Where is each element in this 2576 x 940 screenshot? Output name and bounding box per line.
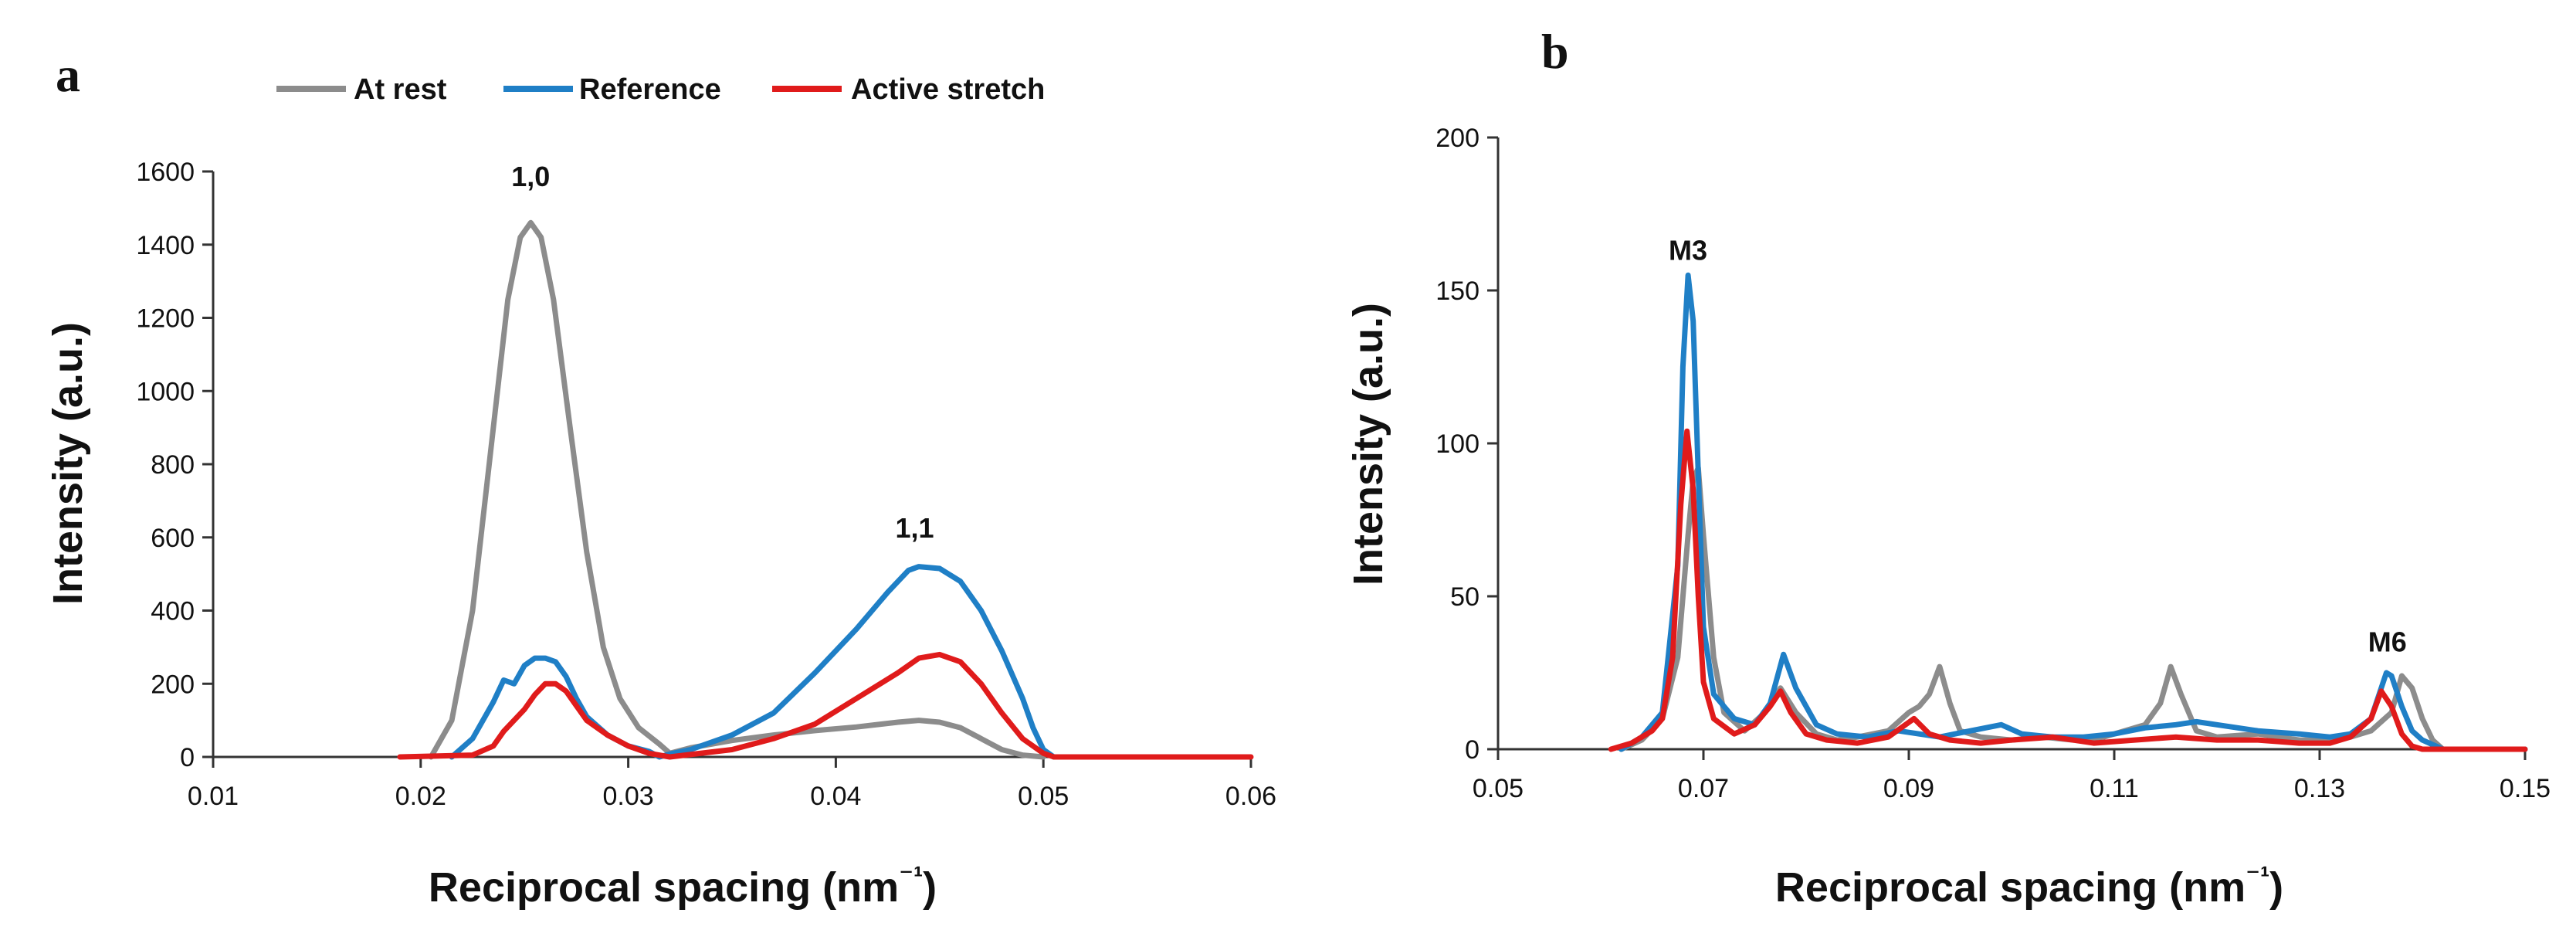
y-tick-label: 800 — [151, 450, 195, 480]
y-tick-label: 0 — [180, 743, 195, 772]
panel-letter-b: b — [1541, 24, 1569, 79]
y-tick-label: 1400 — [136, 231, 195, 260]
x-tick-label: 0.01 — [188, 782, 239, 811]
y-tick-label: 1600 — [136, 158, 195, 187]
y-tick-label: 200 — [151, 670, 195, 699]
series-line-reference — [449, 564, 1057, 760]
x-tick-label: 0.06 — [1225, 782, 1276, 811]
legend-label-active-stretch: Active stretch — [851, 73, 1045, 106]
x-tick-label: 0.11 — [2090, 774, 2139, 803]
y-axis-title-b: Intensity (a.u.) — [1345, 303, 1391, 585]
series-line-at-rest — [1618, 465, 2528, 752]
series-line-at-rest — [428, 219, 1046, 760]
x-ticks-b: 0.05 0.07 0.09 0.11 0.13 0.15 — [1473, 749, 2551, 803]
y-tick-label: 0 — [1465, 735, 1480, 765]
series-a — [397, 219, 1254, 760]
series-line-active-stretch — [397, 651, 1254, 760]
y-tick-label: 1000 — [136, 377, 195, 406]
series-line-reference — [1618, 272, 2528, 752]
x-tick-label: 0.15 — [2500, 774, 2551, 803]
y-tick-label: 200 — [1435, 124, 1480, 153]
legend-label-at-rest: At rest — [354, 73, 447, 106]
y-ticks-a: 0 200 400 600 800 1000 1200 1400 1600 — [136, 158, 213, 772]
x-axis-title-a: Reciprocal spacing (nm⁻¹) — [429, 860, 937, 911]
y-tick-label: 600 — [151, 524, 195, 553]
x-tick-label: 0.03 — [603, 782, 654, 811]
y-tick-label: 400 — [151, 597, 195, 626]
annotations-a: 1,0 1,1 — [511, 161, 934, 544]
y-tick-label: 100 — [1435, 429, 1480, 459]
panel-letter-a: a — [56, 47, 80, 102]
x-tick-label: 0.02 — [395, 782, 446, 811]
x-axis-title-b: Reciprocal spacing (nm⁻¹) — [1775, 860, 2283, 911]
x-tick-label: 0.05 — [1018, 782, 1069, 811]
y-tick-label: 150 — [1435, 277, 1480, 306]
x-tick-label: 0.05 — [1473, 774, 1524, 803]
peak-label-1-1: 1,1 — [896, 512, 934, 544]
y-axis-title-a: Intensity (a.u.) — [45, 322, 91, 605]
peak-label-1-0: 1,0 — [511, 161, 550, 192]
x-tick-label: 0.13 — [2294, 774, 2345, 803]
panel-a: a At rest Reference Active stretch 0 200 4… — [45, 47, 1276, 911]
peak-label-m6: M6 — [2368, 626, 2407, 657]
x-ticks-a: 0.01 0.02 0.03 0.04 0.05 0.06 — [188, 757, 1276, 811]
peak-label-m3: M3 — [1669, 234, 1707, 266]
y-tick-label: 1200 — [136, 304, 195, 334]
annotations-b: M3 M6 — [1669, 234, 2407, 657]
legend: At rest Reference Active stretch — [276, 73, 1045, 106]
series-line-active-stretch — [1608, 428, 2528, 752]
y-ticks-b: 0 50 100 150 200 — [1435, 124, 1498, 765]
legend-label-reference: Reference — [579, 73, 721, 106]
x-tick-label: 0.09 — [1883, 774, 1934, 803]
series-b — [1608, 272, 2528, 752]
x-tick-label: 0.04 — [810, 782, 861, 811]
y-tick-label: 50 — [1450, 582, 1480, 612]
x-tick-label: 0.07 — [1678, 774, 1729, 803]
